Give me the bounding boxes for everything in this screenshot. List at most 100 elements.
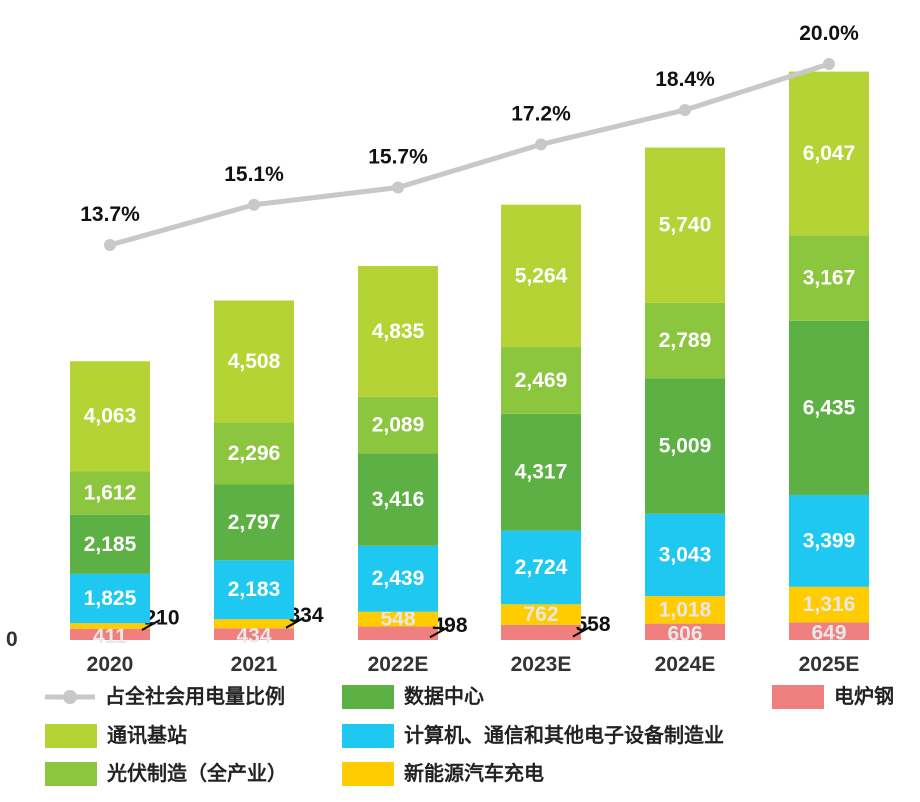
legend-item-line-marker [63, 690, 77, 704]
legend-item-electronics-label: 计算机、通信和其他电子设备制造业 [404, 723, 724, 747]
y-zero-label: 0 [6, 628, 18, 651]
ratio-point-2024E [679, 103, 691, 116]
leader-line-steel-2022E [429, 626, 449, 639]
bar-telecom-2021 [214, 300, 294, 423]
value-label-datacenter-2023E: 4,317 [515, 461, 568, 484]
legend-item-ev-label: 新能源汽车充电 [404, 761, 544, 785]
bar-electronics-2020 [70, 573, 150, 624]
value-label-steel-2021: 434 [236, 625, 271, 648]
value-label-pv-2021: 2,296 [228, 442, 281, 465]
value-label-datacenter-2022E: 3,416 [372, 488, 425, 511]
value-label-datacenter-2021: 2,797 [228, 511, 281, 534]
value-label-steel-2020: 411 [93, 625, 127, 648]
value-label-electronics-2022E: 2,439 [372, 567, 425, 590]
bar-telecom-2024E [645, 147, 725, 303]
legend-item-electronics-swatch [342, 724, 394, 748]
value-label-ev-2020: 210 [144, 607, 179, 630]
value-label-telecom-2025E: 6,047 [803, 142, 856, 165]
value-label-electronics-2025E: 3,399 [803, 529, 856, 552]
legend-item-telecom-swatch [45, 724, 97, 748]
x-tick-label-2020: 2020 [87, 653, 134, 676]
value-label-electronics-2023E: 2,724 [515, 556, 568, 579]
bar-pv-2025E [789, 235, 869, 321]
bar-steel-2023E [501, 624, 581, 640]
bar-electronics-2021 [214, 560, 294, 620]
leader-line-ev-2020 [141, 619, 161, 631]
ratio-point-2021 [248, 198, 260, 211]
ratio-line [109, 61, 830, 248]
legend-item-telecom-label: 通讯基站 [107, 723, 187, 747]
bar-ev-2024E [645, 596, 725, 624]
value-label-steel-2025E: 649 [811, 622, 846, 645]
x-tick-label-2025E: 2025E [799, 653, 860, 676]
ratio-point-2025E [823, 58, 835, 70]
value-label-electronics-2020: 1,825 [84, 587, 137, 610]
bar-datacenter-2024E [645, 378, 725, 514]
bar-ev-2021 [214, 619, 294, 629]
bar-steel-2025E [789, 622, 869, 640]
value-label-pv-2023E: 2,469 [515, 369, 568, 392]
legend-item-pv-swatch [45, 762, 97, 786]
bar-electronics-2022E [358, 545, 438, 612]
value-label-steel-2024E: 606 [667, 622, 702, 645]
ratio-point-2020 [104, 239, 116, 251]
value-label-pv-2024E: 2,789 [659, 329, 712, 352]
bar-pv-2021 [214, 422, 294, 485]
bar-telecom-2022E [358, 266, 438, 397]
bars-layer: 411 210 1,825 2,185 1,612 4,063 434 334 2,183 2,7… [70, 71, 869, 648]
bar-steel-2020 [70, 628, 150, 640]
bar-datacenter-2022E [358, 453, 438, 546]
x-tick-label-2024E: 2024E [655, 653, 716, 676]
ratio-point-2023E [535, 138, 547, 151]
bar-pv-2023E [501, 347, 581, 414]
bar-steel-2021 [214, 628, 294, 640]
value-label-telecom-2023E: 5,264 [515, 264, 568, 287]
value-label-electronics-2021: 2,183 [228, 578, 281, 601]
x-tick-label-2022E: 2022E [368, 653, 429, 676]
value-label-telecom-2020: 4,063 [84, 405, 137, 428]
value-label-steel-2022E: 498 [432, 614, 467, 637]
x-tick-label-2023E: 2023E [511, 653, 572, 676]
leader-line-steel-2023E [572, 625, 592, 638]
ratio-label-2020: 13.7% [80, 203, 140, 226]
legend-item-ev-swatch [342, 762, 394, 786]
ratio-label-2021: 15.1% [224, 163, 284, 186]
bar-pv-2022E [358, 396, 438, 454]
ratio-label-2025E: 20.0% [799, 22, 859, 45]
value-label-datacenter-2020: 2,185 [84, 533, 137, 556]
value-label-ev-2022E: 548 [380, 608, 415, 631]
bar-pv-2024E [645, 302, 725, 379]
x-axis: 2020 2021 2022E 2023E 2024E 2025E 0 [6, 628, 859, 676]
value-label-pv-2025E: 3,167 [803, 267, 856, 290]
value-label-ev-2025E: 1,316 [803, 593, 856, 616]
bar-ev-2020 [70, 623, 150, 629]
legend-item-pv-label: 光伏制造（全产业） [106, 761, 287, 785]
value-label-telecom-2024E: 5,740 [659, 214, 712, 237]
bar-telecom-2020 [70, 361, 150, 472]
bar-steel-2022E [358, 626, 438, 640]
ratio-label-2023E: 17.2% [511, 102, 571, 125]
legend-item-line-label: 占全社会用电量比例 [105, 684, 285, 708]
bar-telecom-2023E [501, 204, 581, 348]
bar-electronics-2024E [645, 513, 725, 597]
legend-item-steel-swatch [772, 685, 824, 709]
bar-pv-2020 [70, 471, 150, 515]
value-label-datacenter-2024E: 5,009 [659, 435, 712, 458]
value-label-pv-2020: 1,612 [84, 481, 137, 504]
bar-electronics-2025E [789, 494, 869, 587]
legend-item-datacenter-swatch [342, 685, 394, 709]
legend-item-steel-label: 电炉钢 [834, 684, 894, 708]
x-tick-label-2021: 2021 [231, 653, 278, 676]
value-label-ev-2021: 334 [288, 604, 323, 627]
ratio-point-2022E [392, 181, 404, 194]
value-label-pv-2022E: 2,089 [372, 414, 425, 437]
value-label-telecom-2022E: 4,835 [372, 320, 425, 343]
bar-datacenter-2021 [214, 484, 294, 561]
bar-ev-2025E [789, 586, 869, 623]
value-label-telecom-2021: 4,508 [228, 350, 281, 373]
bar-datacenter-2020 [70, 514, 150, 574]
value-label-ev-2024E: 1,018 [659, 598, 712, 621]
leader-line-ev-2021 [285, 616, 305, 629]
